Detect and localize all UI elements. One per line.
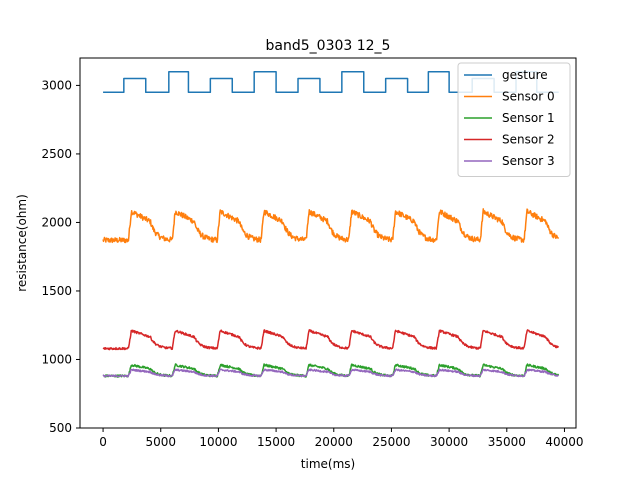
legend-label: Sensor 2	[502, 133, 555, 147]
x-tick-label: 10000	[199, 435, 237, 449]
x-axis: 0 5000 10000 15000 20000 25000 30000 35000 40000	[99, 428, 584, 449]
legend: gesture Sensor 0 Sensor 1 Sensor 2 Sensor 3	[457, 62, 571, 177]
series-line-sensor-1	[102, 363, 560, 378]
x-tick-label: 40000	[545, 435, 583, 449]
legend-label: Sensor 1	[502, 111, 555, 125]
x-tick-label: 35000	[488, 435, 526, 449]
y-tick-label: 1000	[41, 352, 72, 366]
series-line-sensor-3	[102, 368, 559, 378]
x-tick-label: 15000	[257, 435, 295, 449]
y-tick-label: 3000	[41, 78, 72, 92]
y-axis-label: resistance(ohm)	[15, 194, 29, 292]
x-tick-label: 5000	[145, 435, 176, 449]
chart-title: band5_0303 12_5	[266, 38, 391, 54]
series-line-sensor-2	[102, 329, 560, 351]
legend-label: Sensor 0	[502, 90, 555, 104]
series-line-sensor-0	[102, 208, 560, 244]
legend-box	[457, 62, 571, 177]
x-tick-label: 30000	[430, 435, 468, 449]
plot-frame	[79, 57, 577, 429]
y-tick-label: 1500	[41, 284, 72, 298]
x-tick-label: 25000	[372, 435, 410, 449]
y-tick-label: 500	[49, 421, 72, 435]
legend-label: Sensor 3	[502, 154, 555, 168]
x-tick-label: 0	[99, 435, 107, 449]
y-axis: 500 1000 1500 2000 2500 3000	[41, 78, 80, 435]
x-tick-label: 20000	[315, 435, 353, 449]
x-axis-label: time(ms)	[301, 457, 355, 471]
legend-label: gesture	[502, 68, 548, 82]
y-tick-label: 2500	[41, 147, 72, 161]
y-tick-label: 2000	[41, 215, 72, 229]
